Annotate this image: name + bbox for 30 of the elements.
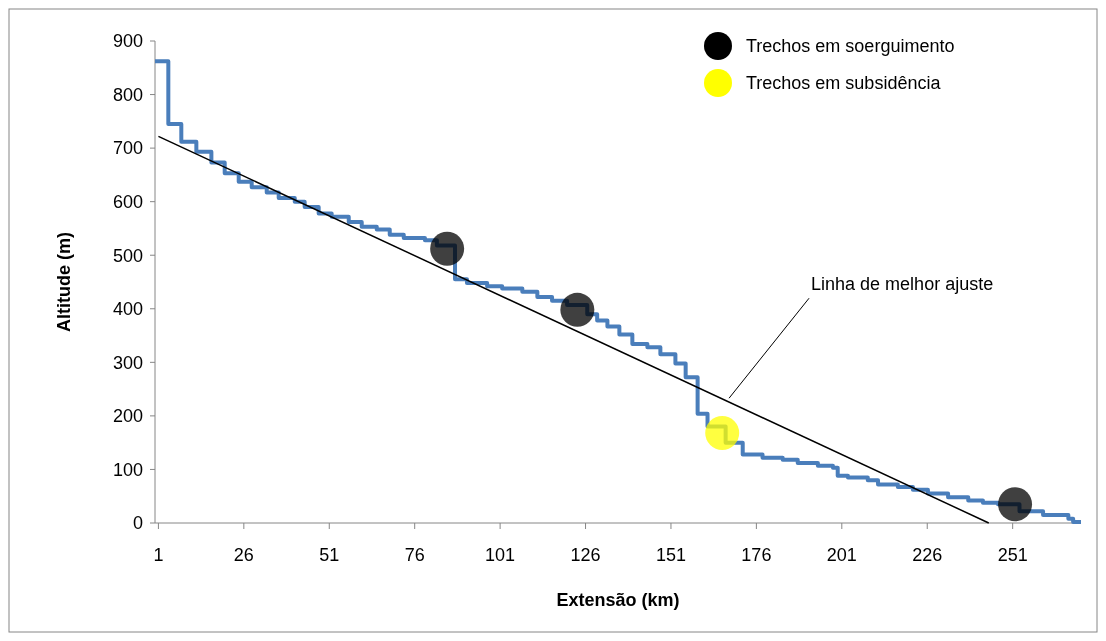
y-tick-label: 400 (112, 299, 143, 320)
annotation: Linha de melhor ajuste (811, 274, 994, 295)
point (430, 231, 465, 266)
y-tick-label: 100 (112, 459, 143, 480)
point (998, 487, 1033, 522)
point (705, 416, 740, 451)
legend-label: Trechos em soerguimento (746, 36, 955, 57)
y-tick-label: 800 (112, 84, 143, 105)
x-tick-label: 176 (741, 545, 772, 565)
x-tick-label: 1 (153, 545, 164, 565)
y-tick-label: 300 (112, 352, 143, 373)
y-axis-title: Altitude (m) (54, 232, 74, 332)
legend-label: Trechos em subsidência (746, 73, 942, 94)
y-tick-label: 200 (112, 406, 143, 427)
y-tick-label: 700 (112, 138, 143, 159)
x-tick-label: 251 (997, 545, 1028, 565)
x-tick-label: 201 (826, 545, 857, 565)
x-tick-label: 126 (570, 545, 601, 565)
y-tick-label: 500 (112, 245, 143, 266)
y-tick-label: 600 (112, 191, 143, 212)
y-tick-label: 0 (132, 513, 143, 534)
x-tick-label: 26 (233, 545, 254, 565)
x-tick-label: 101 (485, 545, 516, 565)
y-tick-label: 900 (112, 31, 143, 52)
point (560, 292, 595, 327)
x-axis-title: Extensão (km) (556, 590, 680, 610)
x-tick-label: 76 (404, 545, 425, 565)
x-tick-label: 226 (912, 545, 943, 565)
x-tick-label: 51 (319, 545, 340, 565)
x-tick-label: 151 (655, 545, 686, 565)
